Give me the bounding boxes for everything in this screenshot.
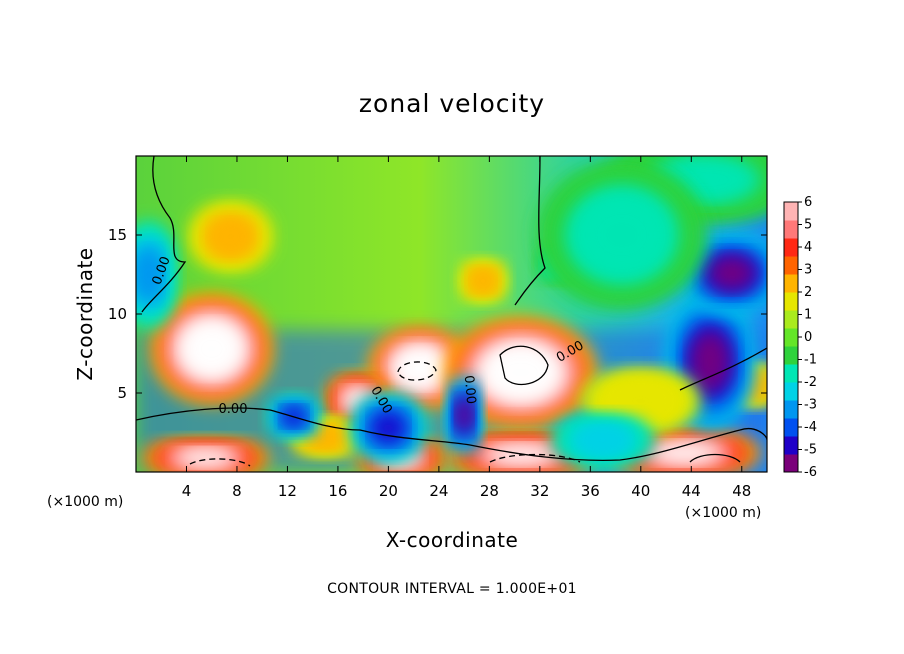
x-tick-label: 8 — [232, 482, 242, 500]
plot-area: 0.00 0.00 0.000.000.00 — [136, 156, 767, 472]
velocity-ring — [614, 386, 668, 416]
contour-label: 0.00 — [461, 375, 478, 405]
colorbar-tick-label: 6 — [804, 195, 812, 210]
colorbar-swatch — [784, 346, 798, 365]
velocity-ring — [310, 428, 341, 446]
velocity-feature — [551, 414, 655, 466]
colorbar-tick-label: -4 — [804, 420, 817, 435]
colorbar-swatch — [784, 292, 798, 311]
x-tick-label: 24 — [429, 482, 448, 500]
colorbar-tick-label: 0 — [804, 330, 812, 345]
colorbar-swatch — [784, 400, 798, 419]
colorbar-swatch — [784, 364, 798, 383]
colorbar-tick-label: 4 — [804, 240, 812, 255]
velocity-ring — [371, 412, 406, 443]
x-tick-label: 40 — [631, 482, 650, 500]
colorbar-swatch — [784, 328, 798, 347]
velocity-ring — [584, 201, 660, 269]
velocity-features — [136, 156, 767, 472]
velocity-feature — [444, 317, 598, 428]
y-tick-label: 5 — [117, 384, 127, 402]
velocity-feature — [189, 202, 272, 271]
colorbar-tick-label: 3 — [804, 263, 812, 278]
velocity-ring — [690, 331, 730, 392]
x-tick-label: 12 — [278, 482, 297, 500]
positive-contour — [499, 345, 549, 386]
colorbar-swatch — [784, 436, 798, 455]
velocity-feature — [136, 221, 176, 328]
x-axis-ticks: 4 8 12 16 20 24 28 32 36 40 44 48 — [182, 156, 751, 500]
velocity-feature — [140, 438, 271, 472]
velocity-feature — [459, 259, 507, 303]
y-axis-ticks: 5 10 15 — [108, 226, 767, 402]
velocity-ring — [136, 250, 161, 299]
velocity-ring — [212, 221, 249, 252]
colorbar-swatch — [784, 274, 798, 293]
y-axis-label: Z-coordinate — [73, 247, 97, 380]
colorbar-tick-label: -3 — [804, 398, 817, 413]
velocity-ring — [486, 347, 555, 398]
colorbar-tick-label: 1 — [804, 308, 812, 323]
x-tick-label: 20 — [379, 482, 398, 500]
colorbar-tick-label: -1 — [804, 353, 817, 368]
x-tick-label: 36 — [581, 482, 600, 500]
velocity-ring — [650, 442, 720, 464]
x-unit-label: (×1000 m) — [685, 505, 761, 521]
colorbar-swatch — [784, 256, 798, 275]
velocity-feature — [268, 395, 320, 439]
x-tick-label: 16 — [328, 482, 347, 500]
y-tick-label: 10 — [108, 305, 127, 323]
velocity-ring — [184, 324, 239, 374]
velocity-ring — [397, 349, 443, 386]
zero-contour — [679, 347, 767, 391]
colorbar-swatch — [784, 202, 798, 221]
colorbar-swatch — [784, 238, 798, 257]
colorbar-tick-label: -5 — [804, 443, 817, 458]
colorbar-tick-label: -2 — [804, 375, 817, 390]
colorbar: 6 5 4 3 2 1 0 -1 -2 -3 -4 -5 -6 — [783, 195, 817, 480]
velocity-feature — [536, 160, 708, 310]
contour-interval-note: CONTOUR INTERVAL = 1.000E+01 — [327, 581, 577, 597]
x-tick-label: 48 — [732, 482, 751, 500]
x-tick-label: 32 — [530, 482, 549, 500]
colorbar-swatch — [784, 382, 798, 401]
x-axis-label: X-coordinate — [386, 528, 519, 552]
velocity-feature — [150, 293, 274, 405]
velocity-ring — [176, 449, 235, 467]
colorbar-swatch — [784, 220, 798, 239]
velocity-feature — [581, 368, 701, 433]
z-unit-label: (×1000 m) — [47, 494, 123, 510]
contour-label: 0.00 — [219, 402, 248, 417]
velocity-ring — [472, 271, 494, 291]
colorbar-swatch — [784, 310, 798, 329]
velocity-ring — [580, 429, 626, 452]
x-tick-label: 44 — [682, 482, 701, 500]
negative-contour — [397, 361, 437, 381]
velocity-ring — [456, 398, 472, 433]
colorbar-tick-label: 5 — [804, 218, 812, 233]
zero-contour — [141, 156, 546, 313]
colorbar-tick-label: -6 — [804, 465, 817, 480]
x-tick-label: 28 — [480, 482, 499, 500]
y-tick-label: 15 — [108, 226, 127, 244]
velocity-feature — [368, 327, 472, 409]
velocity-feature — [350, 393, 426, 462]
chart-title: zonal velocity — [359, 89, 545, 118]
velocity-feature — [447, 376, 482, 454]
zero-contour — [136, 407, 767, 461]
colorbar-swatch — [784, 418, 798, 437]
contour-lines — [136, 156, 767, 467]
negative-contour — [489, 453, 581, 463]
colorbar-tick-label: 2 — [804, 285, 812, 300]
positive-contour — [689, 453, 741, 463]
negative-contour — [189, 458, 251, 467]
colorbar-swatch — [784, 454, 798, 473]
velocity-ring — [708, 255, 755, 290]
x-tick-label: 4 — [182, 482, 192, 500]
